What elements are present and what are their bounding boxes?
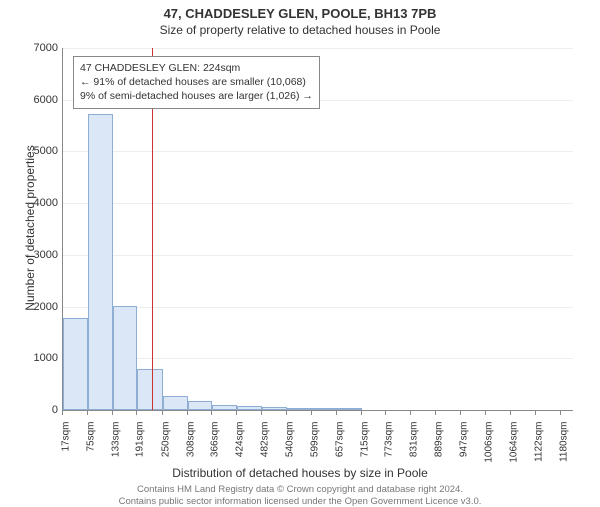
x-tick-label: 424sqm <box>235 422 246 482</box>
x-tick-mark <box>510 410 511 415</box>
x-tick-mark <box>336 410 337 415</box>
x-tick-label: 831sqm <box>409 422 420 482</box>
x-tick-label: 599sqm <box>310 422 321 482</box>
x-tick-label: 17sqm <box>61 422 72 482</box>
x-tick-label: 773sqm <box>384 422 395 482</box>
info-box-line: 47 CHADDESLEY GLEN: 224sqm <box>80 61 313 75</box>
x-tick-mark <box>311 410 312 415</box>
histogram-bar <box>287 408 312 410</box>
x-tick-mark <box>560 410 561 415</box>
x-tick-mark <box>286 410 287 415</box>
y-tick-label: 5000 <box>18 145 58 157</box>
x-tick-label: 540sqm <box>284 422 295 482</box>
histogram-bar <box>163 396 188 410</box>
x-tick-label: 191sqm <box>135 422 146 482</box>
histogram-bar <box>113 306 138 410</box>
gridline <box>63 151 573 152</box>
histogram-bar <box>237 406 262 410</box>
x-tick-mark <box>261 410 262 415</box>
gridline <box>63 307 573 308</box>
info-box-line: ← 91% of detached houses are smaller (10… <box>80 75 313 89</box>
x-tick-label: 947sqm <box>458 422 469 482</box>
histogram-bar <box>262 407 287 410</box>
y-tick-label: 4000 <box>18 197 58 209</box>
y-tick-label: 6000 <box>18 94 58 106</box>
histogram-plot-area: 47 CHADDESLEY GLEN: 224sqm ← 91% of deta… <box>62 48 573 411</box>
gridline <box>63 48 573 49</box>
x-tick-mark <box>187 410 188 415</box>
x-tick-mark <box>62 410 63 415</box>
x-tick-label: 657sqm <box>334 422 345 482</box>
x-tick-mark <box>162 410 163 415</box>
x-tick-label: 1064sqm <box>508 422 519 482</box>
x-tick-label: 1122sqm <box>533 422 544 482</box>
x-tick-mark <box>460 410 461 415</box>
info-box-line: 9% of semi-detached houses are larger (1… <box>80 89 313 103</box>
x-tick-mark <box>136 410 137 415</box>
x-tick-mark <box>435 410 436 415</box>
footer-copyright: Contains HM Land Registry data © Crown c… <box>0 484 600 495</box>
histogram-bar <box>312 408 337 410</box>
x-tick-mark <box>410 410 411 415</box>
chart-container: { "title_main": "47, CHADDESLEY GLEN, PO… <box>0 0 600 500</box>
x-tick-mark <box>535 410 536 415</box>
x-tick-label: 889sqm <box>434 422 445 482</box>
footer-licence: Contains public sector information licen… <box>0 496 600 507</box>
page-subtitle: Size of property relative to detached ho… <box>0 21 600 37</box>
page-title: 47, CHADDESLEY GLEN, POOLE, BH13 7PB <box>0 0 600 21</box>
gridline <box>63 255 573 256</box>
x-tick-label: 1006sqm <box>484 422 495 482</box>
histogram-bar <box>337 408 362 410</box>
histogram-bar <box>212 405 237 410</box>
y-tick-label: 0 <box>18 404 58 416</box>
histogram-bar <box>88 114 113 410</box>
x-tick-label: 366sqm <box>210 422 221 482</box>
x-tick-mark <box>385 410 386 415</box>
x-tick-mark <box>485 410 486 415</box>
x-tick-label: 250sqm <box>160 422 171 482</box>
gridline <box>63 203 573 204</box>
histogram-bar <box>137 369 162 410</box>
x-tick-label: 308sqm <box>185 422 196 482</box>
y-tick-label: 7000 <box>18 42 58 54</box>
y-tick-label: 3000 <box>18 249 58 261</box>
histogram-bar <box>63 318 88 410</box>
x-tick-label: 1180sqm <box>558 422 569 482</box>
x-tick-mark <box>236 410 237 415</box>
x-tick-label: 482sqm <box>259 422 270 482</box>
x-tick-mark <box>211 410 212 415</box>
x-tick-mark <box>361 410 362 415</box>
x-tick-label: 133sqm <box>110 422 121 482</box>
y-tick-label: 1000 <box>18 352 58 364</box>
x-tick-label: 715sqm <box>359 422 370 482</box>
reference-info-box: 47 CHADDESLEY GLEN: 224sqm ← 91% of deta… <box>73 56 320 109</box>
y-axis-label: Number of detached properties <box>23 138 37 318</box>
x-tick-mark <box>112 410 113 415</box>
histogram-bar <box>188 401 213 410</box>
x-tick-mark <box>87 410 88 415</box>
gridline <box>63 358 573 359</box>
y-tick-label: 2000 <box>18 301 58 313</box>
x-tick-label: 75sqm <box>85 422 96 482</box>
